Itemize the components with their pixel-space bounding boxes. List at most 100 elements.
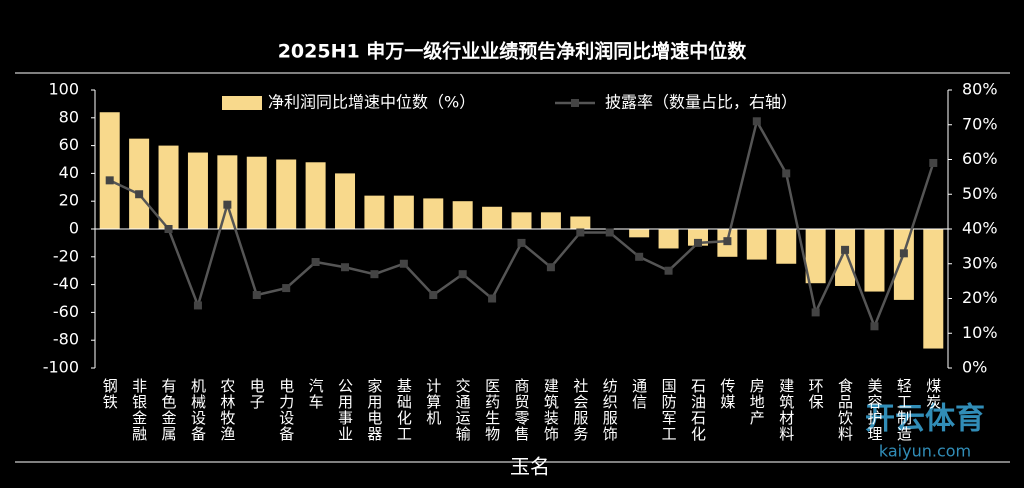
line-marker xyxy=(517,238,526,247)
y-tick-label: -60 xyxy=(53,302,79,321)
bar xyxy=(423,198,444,229)
bar xyxy=(893,229,914,300)
bar xyxy=(276,159,297,229)
x-tick-label: 房地产 xyxy=(748,378,766,426)
x-tick-label: 电力设备 xyxy=(277,378,295,442)
x-tick-label: 煤炭 xyxy=(924,378,942,410)
legend-swatch xyxy=(571,99,579,107)
line-marker xyxy=(693,238,702,247)
y-tick-label: 100 xyxy=(48,80,79,99)
bar xyxy=(452,201,473,229)
watermark: kaiyun.com xyxy=(879,442,971,461)
line-marker xyxy=(399,259,408,268)
line-marker xyxy=(811,308,820,317)
line-marker xyxy=(252,291,261,300)
x-tick-label: 纺织服饰 xyxy=(601,378,619,442)
bar xyxy=(305,162,326,229)
bar xyxy=(629,229,650,238)
line-marker xyxy=(193,301,202,310)
x-tick-label: 机械设备 xyxy=(189,378,207,442)
line-marker xyxy=(429,291,438,300)
bar xyxy=(805,229,826,284)
bar xyxy=(99,112,120,229)
y-tick-label: 40 xyxy=(59,163,79,182)
y2-tick-label: 70% xyxy=(962,114,998,133)
line-marker xyxy=(899,249,908,258)
x-tick-label: 公用事业 xyxy=(336,378,354,442)
x-tick-label: 基础化工 xyxy=(395,378,413,442)
x-tick-label: 美容护理 xyxy=(865,378,883,442)
bar xyxy=(129,138,150,229)
x-tick-label: 家用电器 xyxy=(365,378,383,442)
bar xyxy=(187,152,208,229)
line-marker xyxy=(723,237,732,246)
line-marker xyxy=(458,270,467,279)
y2-tick-label: 50% xyxy=(962,184,998,203)
line-marker xyxy=(635,252,644,261)
y-tick-label: 60 xyxy=(59,135,79,154)
bar xyxy=(364,195,385,229)
x-tick-label: 建筑装饰 xyxy=(542,378,560,442)
y-tick-label: -80 xyxy=(53,330,79,349)
y2-tick-label: 80% xyxy=(962,80,998,99)
bar xyxy=(511,212,532,229)
bar xyxy=(393,195,414,229)
legend-label: 净利润同比增速中位数（%） xyxy=(268,93,475,112)
line-marker xyxy=(870,322,879,331)
bar xyxy=(658,229,679,249)
line-marker xyxy=(341,263,350,272)
x-tick-label: 电子 xyxy=(248,378,266,410)
line-marker xyxy=(929,158,938,167)
y2-tick-label: 10% xyxy=(962,323,998,342)
line-marker xyxy=(135,190,144,199)
y2-tick-label: 60% xyxy=(962,149,998,168)
line-marker xyxy=(164,225,173,233)
x-tick-label: 环保 xyxy=(807,378,825,410)
y2-tick-label: 30% xyxy=(962,253,998,272)
y-tick-label: -100 xyxy=(43,358,79,377)
x-tick-label: 计算机 xyxy=(424,378,442,426)
x-tick-label: 交通运输 xyxy=(454,377,472,442)
y2-tick-label: 40% xyxy=(962,219,998,238)
x-tick-label: 传媒 xyxy=(718,378,736,410)
x-tick-label: 轻工制造 xyxy=(895,378,913,442)
bar xyxy=(835,229,856,286)
watermark: 开云体育 xyxy=(865,402,985,437)
bar xyxy=(158,145,179,229)
line-marker xyxy=(223,200,232,209)
line-marker xyxy=(311,258,320,267)
bar xyxy=(482,206,503,229)
y2-tick-label: 20% xyxy=(962,288,998,307)
y2-tick-label: 0% xyxy=(962,358,987,377)
x-tick-label: 通信 xyxy=(630,378,648,410)
bar xyxy=(540,212,561,229)
line-marker xyxy=(370,270,379,279)
bar xyxy=(776,229,797,264)
x-tick-label: 有色金属 xyxy=(160,378,178,442)
watermark: 玉名 xyxy=(510,455,550,479)
line-marker xyxy=(576,228,585,237)
bar xyxy=(217,155,238,229)
line-marker xyxy=(664,266,673,275)
x-tick-label: 钢铁 xyxy=(101,378,119,410)
bar xyxy=(864,229,885,292)
x-tick-label: 国防军工 xyxy=(660,378,678,442)
bar xyxy=(746,229,767,260)
x-tick-label: 社会服务 xyxy=(571,378,589,442)
x-tick-label: 食品饮料 xyxy=(836,378,854,442)
line-marker xyxy=(605,228,614,237)
line-marker xyxy=(488,294,497,303)
line-marker xyxy=(282,284,291,293)
y-tick-label: 0 xyxy=(69,219,79,238)
bar xyxy=(246,156,267,229)
x-tick-label: 非银金融 xyxy=(130,378,148,442)
line-marker xyxy=(841,245,850,254)
chart-title: 2025H1 申万一级行业业绩预告净利润同比增速中位数 xyxy=(278,40,748,63)
x-tick-label: 汽车 xyxy=(307,378,325,410)
x-tick-label: 石油石化 xyxy=(689,378,707,442)
bar xyxy=(570,216,591,229)
x-tick-label: 医药生物 xyxy=(483,378,501,442)
line-marker xyxy=(546,263,555,272)
y-tick-label: 80 xyxy=(59,107,79,126)
